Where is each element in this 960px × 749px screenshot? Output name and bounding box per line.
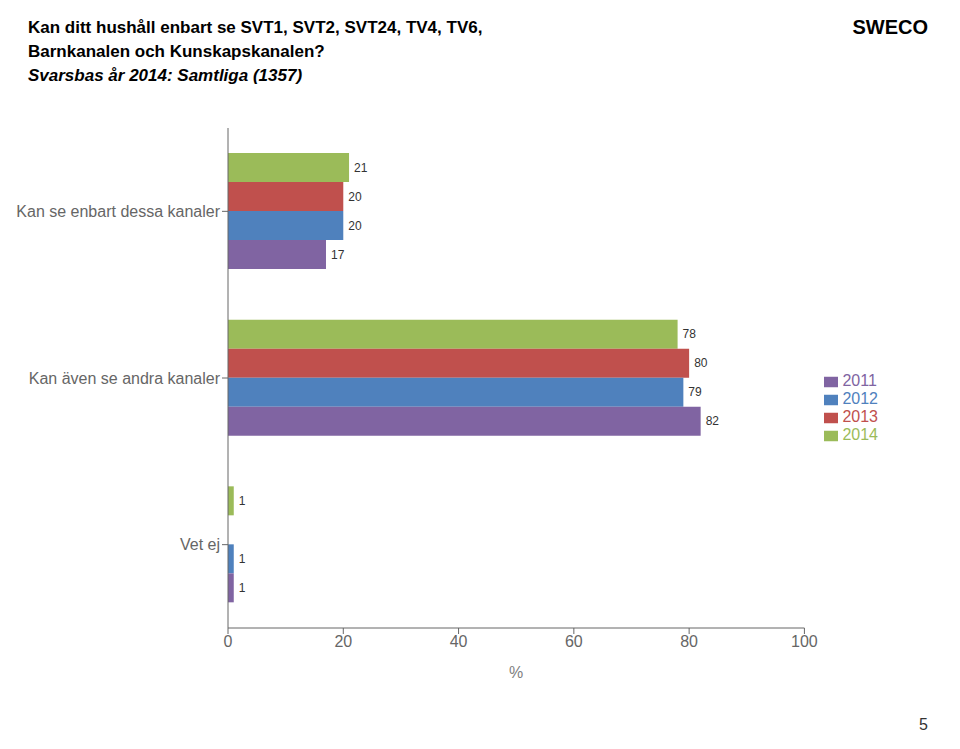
html-text:2011: 2011 [842, 372, 877, 389]
svg-text:Vet ej: Vet ej [180, 536, 220, 553]
svg-text:20: 20 [348, 219, 362, 233]
svg-text:20: 20 [334, 633, 352, 650]
svg-text:40: 40 [450, 633, 468, 650]
svg-text:Kan även se andra kanaler: Kan även se andra kanaler [29, 370, 221, 387]
svg-text:1: 1 [239, 581, 246, 595]
svg-text:%: % [509, 664, 523, 681]
svg-text:0: 0 [224, 633, 233, 650]
html-text:Barnkanalen och Kunskapskanale: Barnkanalen och Kunskapskanalen? [28, 42, 325, 61]
svg-text:20: 20 [348, 190, 362, 204]
html-text:Kan ditt hushåll enbart se SVT: Kan ditt hushåll enbart se SVT1, SVT2, S… [28, 18, 483, 37]
svg-text:80: 80 [694, 356, 708, 370]
html-text:SWECO: SWECO [852, 16, 928, 38]
html-text:5: 5 [919, 716, 928, 733]
svg-text:79: 79 [688, 385, 702, 399]
html-text:Svarsbas år 2014: Samtliga (13: Svarsbas år 2014: Samtliga (1357) [28, 66, 303, 85]
svg-text:Kan se enbart dessa kanaler: Kan se enbart dessa kanaler [16, 203, 220, 220]
svg-text:80: 80 [680, 633, 698, 650]
svg-text:60: 60 [565, 633, 583, 650]
svg-text:1: 1 [239, 552, 246, 566]
svg-text:1: 1 [239, 494, 246, 508]
html-text:2014: 2014 [842, 426, 878, 443]
svg-text:21: 21 [354, 161, 368, 175]
svg-text:78: 78 [683, 327, 697, 341]
html-text:2012: 2012 [842, 390, 878, 407]
svg-text:100: 100 [791, 633, 818, 650]
svg-text:82: 82 [706, 414, 720, 428]
svg-text:17: 17 [331, 248, 345, 262]
html-text:2013: 2013 [842, 408, 878, 425]
